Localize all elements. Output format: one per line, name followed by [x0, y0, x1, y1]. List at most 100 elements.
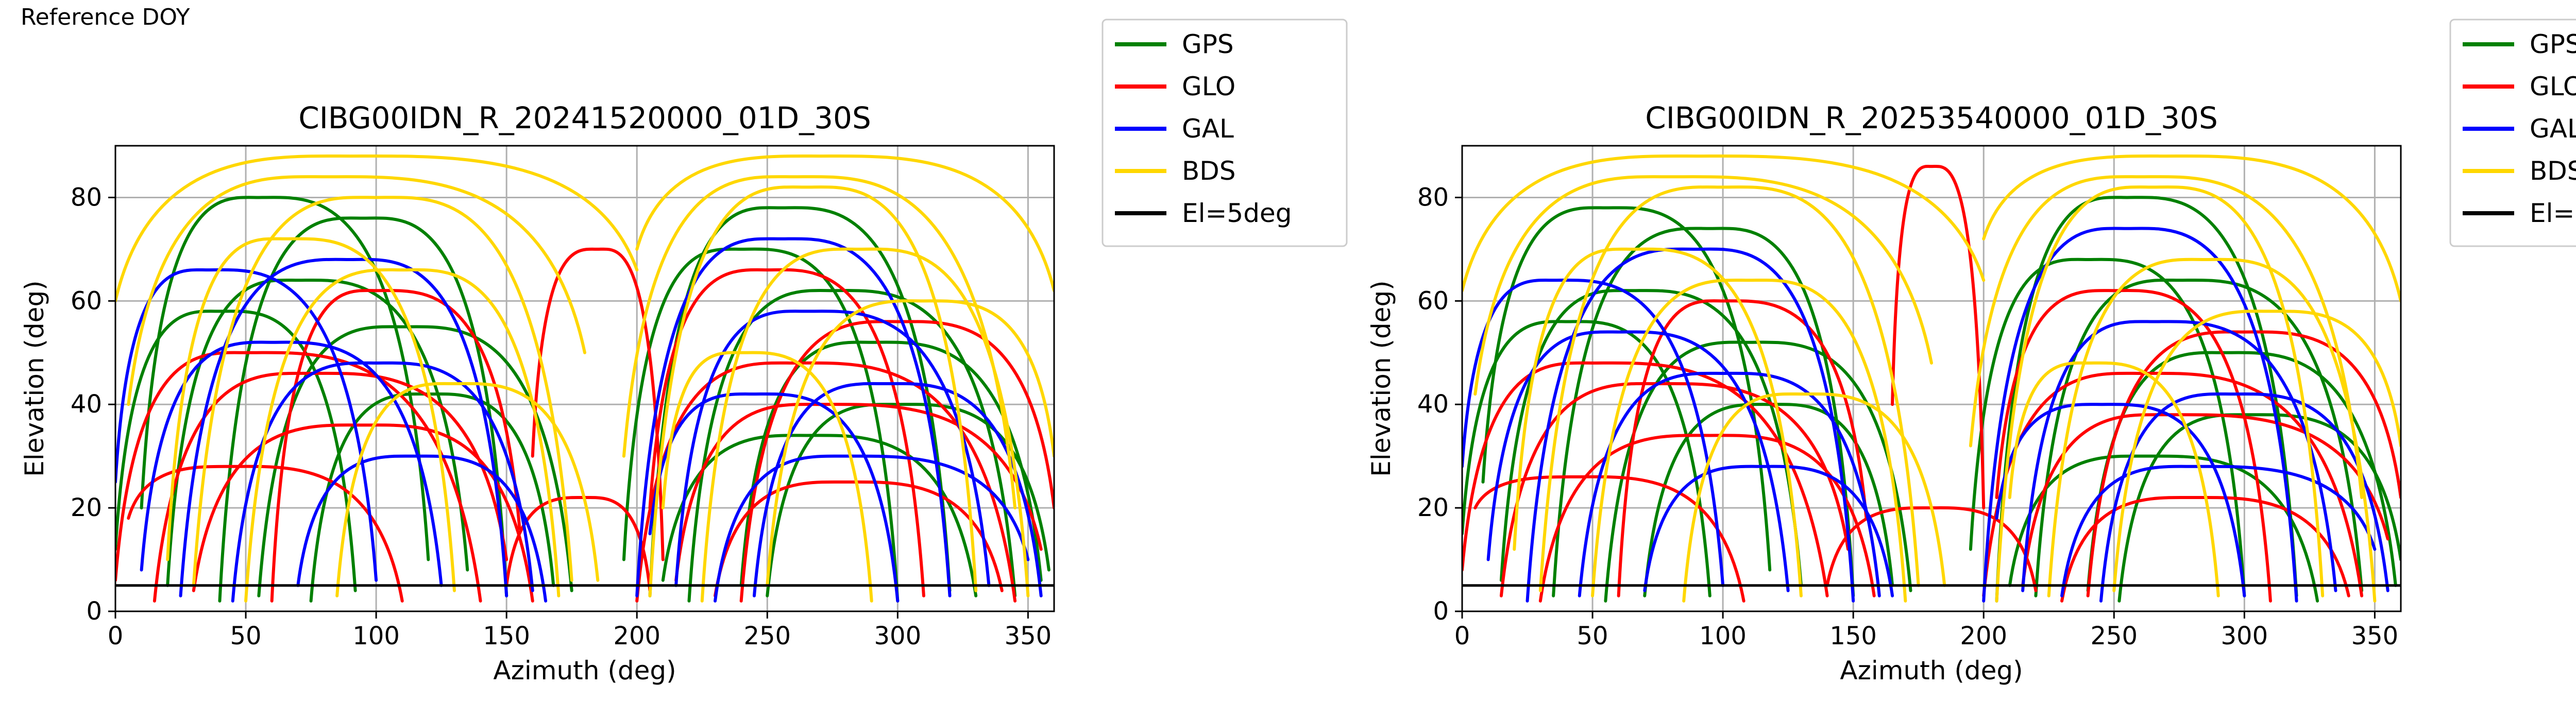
- track-gps: [2117, 413, 2401, 603]
- x-tick-label: 200: [1960, 622, 2007, 650]
- data-layer: [1462, 154, 2401, 603]
- track-gps: [1604, 340, 1912, 603]
- x-tick-label: 100: [352, 622, 400, 650]
- track-glo: [714, 480, 1004, 597]
- y-tick-label: 40: [1417, 390, 1449, 419]
- track-glo: [1891, 164, 1986, 510]
- track-bds: [1538, 185, 1920, 592]
- reference-doy-label: Reference DOY: [21, 4, 190, 30]
- track-bds: [335, 382, 600, 597]
- track-gal: [1995, 403, 2246, 597]
- track-gps: [140, 196, 430, 561]
- track-gps: [166, 278, 469, 587]
- legend-frame: [2449, 19, 2576, 247]
- y-axis-title: Elevation (deg): [20, 280, 49, 476]
- series-glo: [1462, 164, 2401, 603]
- x-tick-label: 50: [1577, 622, 1608, 650]
- legend-label: El=5deg: [2530, 198, 2576, 228]
- legend-label: GLO: [2530, 72, 2576, 101]
- track-gal: [2060, 465, 2377, 597]
- track-glo: [1617, 299, 1868, 597]
- track-bds: [1462, 154, 1986, 293]
- track-gps: [622, 247, 900, 603]
- y-axis-title: Elevation (deg): [1366, 280, 1396, 476]
- track-bds: [661, 351, 873, 603]
- track-glo: [648, 268, 925, 597]
- track-bds: [1982, 154, 2401, 303]
- axes-frame: [114, 145, 1055, 612]
- x-tick-label: 250: [2090, 622, 2138, 650]
- track-gps: [218, 216, 509, 603]
- x-tick-label: 0: [108, 622, 124, 650]
- legend-label: El=5deg: [1182, 198, 1292, 228]
- track-glo: [1473, 475, 1745, 603]
- chart-title: CIBG00IDN_R_20253540000_01D_30S: [1645, 100, 2218, 135]
- legend-label: GLO: [1182, 72, 1235, 101]
- y-tick-label: 40: [71, 390, 102, 419]
- track-glo: [531, 247, 665, 561]
- y-tick-label: 20: [1417, 493, 1449, 522]
- x-tick-label: 300: [874, 622, 922, 650]
- y-tick-label: 60: [71, 286, 102, 315]
- track-gps: [115, 310, 357, 592]
- y-tick-label: 60: [1417, 286, 1449, 315]
- y-tick-label: 80: [71, 183, 102, 212]
- legend-label: BDS: [2530, 156, 2576, 186]
- legend-label: GAL: [2530, 114, 2576, 144]
- track-gps: [2034, 278, 2364, 597]
- track-gal: [635, 237, 952, 597]
- track-gps: [1969, 258, 2246, 597]
- track-bds: [1513, 247, 1803, 597]
- track-gps: [1995, 196, 2298, 603]
- track-gal: [648, 392, 900, 603]
- track-bds: [127, 175, 586, 406]
- legend-label: BDS: [1182, 156, 1236, 186]
- track-gal: [1526, 247, 1855, 603]
- y-tick-label: 20: [71, 493, 102, 522]
- track-gal: [1643, 465, 1894, 597]
- x-axis-title: Azimuth (deg): [493, 656, 676, 685]
- track-bds: [1591, 278, 1907, 603]
- legend: GPS GLO GAL BDS El=5deg: [1101, 19, 1348, 247]
- track-glo: [2060, 495, 2350, 603]
- x-tick-label: 0: [1454, 622, 1470, 650]
- track-bds: [648, 185, 978, 597]
- grid-lines: [1461, 146, 2401, 612]
- track-gps: [661, 434, 978, 597]
- x-tick-label: 150: [1829, 622, 1877, 650]
- track-gal: [179, 258, 509, 597]
- track-bds: [1995, 185, 2325, 603]
- y-tick-label: 80: [1417, 183, 1449, 212]
- series-gps: [115, 196, 1050, 603]
- x-tick-label: 250: [743, 622, 791, 650]
- track-bds: [766, 299, 1054, 587]
- x-tick-label: 200: [613, 622, 660, 650]
- track-bds: [166, 237, 456, 592]
- track-bds: [1473, 175, 1933, 396]
- legend-label: GPS: [1182, 29, 1234, 59]
- track-glo: [2086, 330, 2401, 597]
- track-bds: [115, 154, 639, 303]
- track-gal: [674, 310, 991, 587]
- x-tick-label: 350: [1005, 622, 1052, 650]
- track-bds: [2047, 258, 2377, 603]
- track-gal: [714, 454, 1030, 603]
- track-gps: [1462, 320, 1711, 597]
- track-bds: [2008, 361, 2220, 597]
- track-gps: [1552, 227, 1855, 597]
- data-layer: [115, 154, 1054, 603]
- series-bds: [115, 154, 1054, 603]
- legend: GPS GLO GAL BDS El=5deg: [2449, 19, 2576, 247]
- track-gal: [2021, 320, 2337, 592]
- track-bds: [244, 268, 561, 603]
- track-glo: [635, 361, 1017, 603]
- x-tick-label: 350: [2351, 622, 2399, 650]
- x-tick-label: 300: [2221, 622, 2268, 650]
- track-bds: [700, 247, 1030, 603]
- track-gal: [140, 340, 443, 587]
- track-bds: [1969, 175, 2364, 500]
- track-gal: [296, 454, 548, 603]
- x-tick-label: 50: [230, 622, 262, 650]
- track-glo: [739, 320, 1054, 603]
